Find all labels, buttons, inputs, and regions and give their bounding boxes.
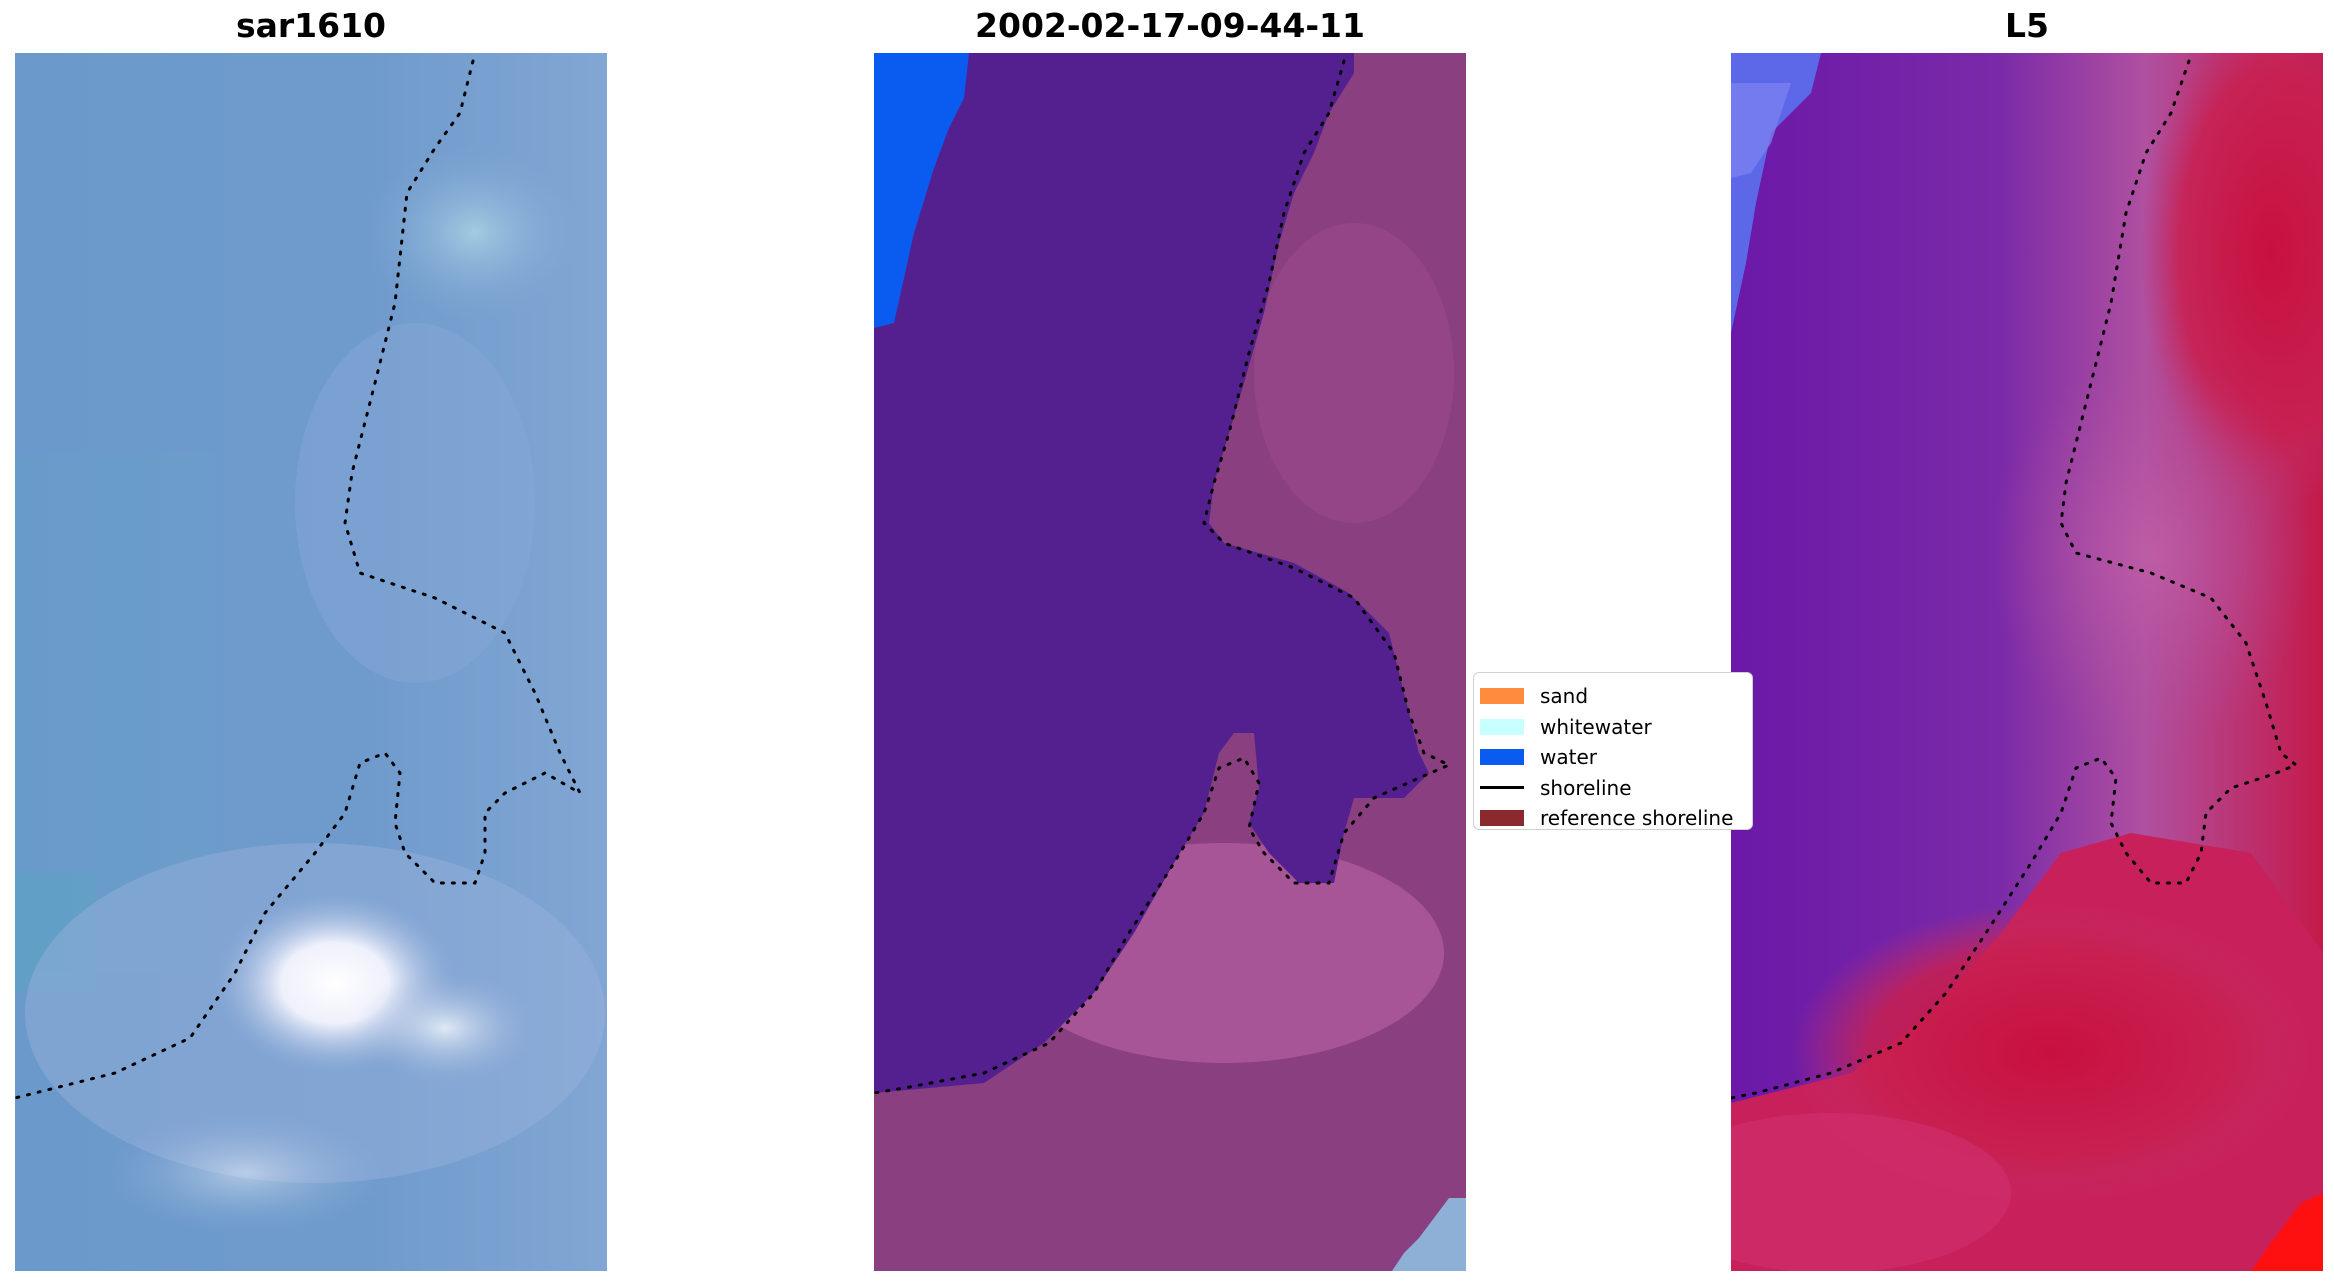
panel-title-rgb: sar1610 xyxy=(235,6,387,45)
legend-item-sand: sand xyxy=(1474,681,1752,712)
legend-label-reference-shoreline: reference shoreline xyxy=(1540,806,1734,830)
shoreline-line-icon xyxy=(1480,786,1524,790)
legend-label-shoreline: shoreline xyxy=(1540,775,1632,800)
legend: sand whitewater water shoreline referenc… xyxy=(1473,672,1753,830)
legend-item-reference-shoreline: reference shoreline xyxy=(1474,803,1752,830)
panel-title-classification: 2002-02-17-09-44-11 xyxy=(975,6,1365,45)
reference-shoreline-swatch xyxy=(1480,810,1524,827)
rgb-image xyxy=(15,53,607,1271)
panel-title-index: L5 xyxy=(2005,6,2049,45)
legend-label-sand: sand xyxy=(1540,684,1589,709)
legend-item-water: water xyxy=(1474,742,1752,773)
legend-label-water: water xyxy=(1540,745,1597,770)
classification-panel xyxy=(874,53,1466,1271)
classification-image xyxy=(874,53,1466,1271)
whitewater-swatch xyxy=(1480,718,1524,735)
index-image xyxy=(1731,53,2323,1271)
legend-item-whitewater: whitewater xyxy=(1474,712,1752,743)
water-swatch xyxy=(1480,749,1524,766)
sand-swatch xyxy=(1480,688,1524,705)
rgb-image-panel xyxy=(15,53,607,1271)
legend-item-shoreline: shoreline xyxy=(1474,773,1752,804)
legend-label-whitewater: whitewater xyxy=(1540,714,1652,739)
index-panel xyxy=(1731,53,2323,1271)
